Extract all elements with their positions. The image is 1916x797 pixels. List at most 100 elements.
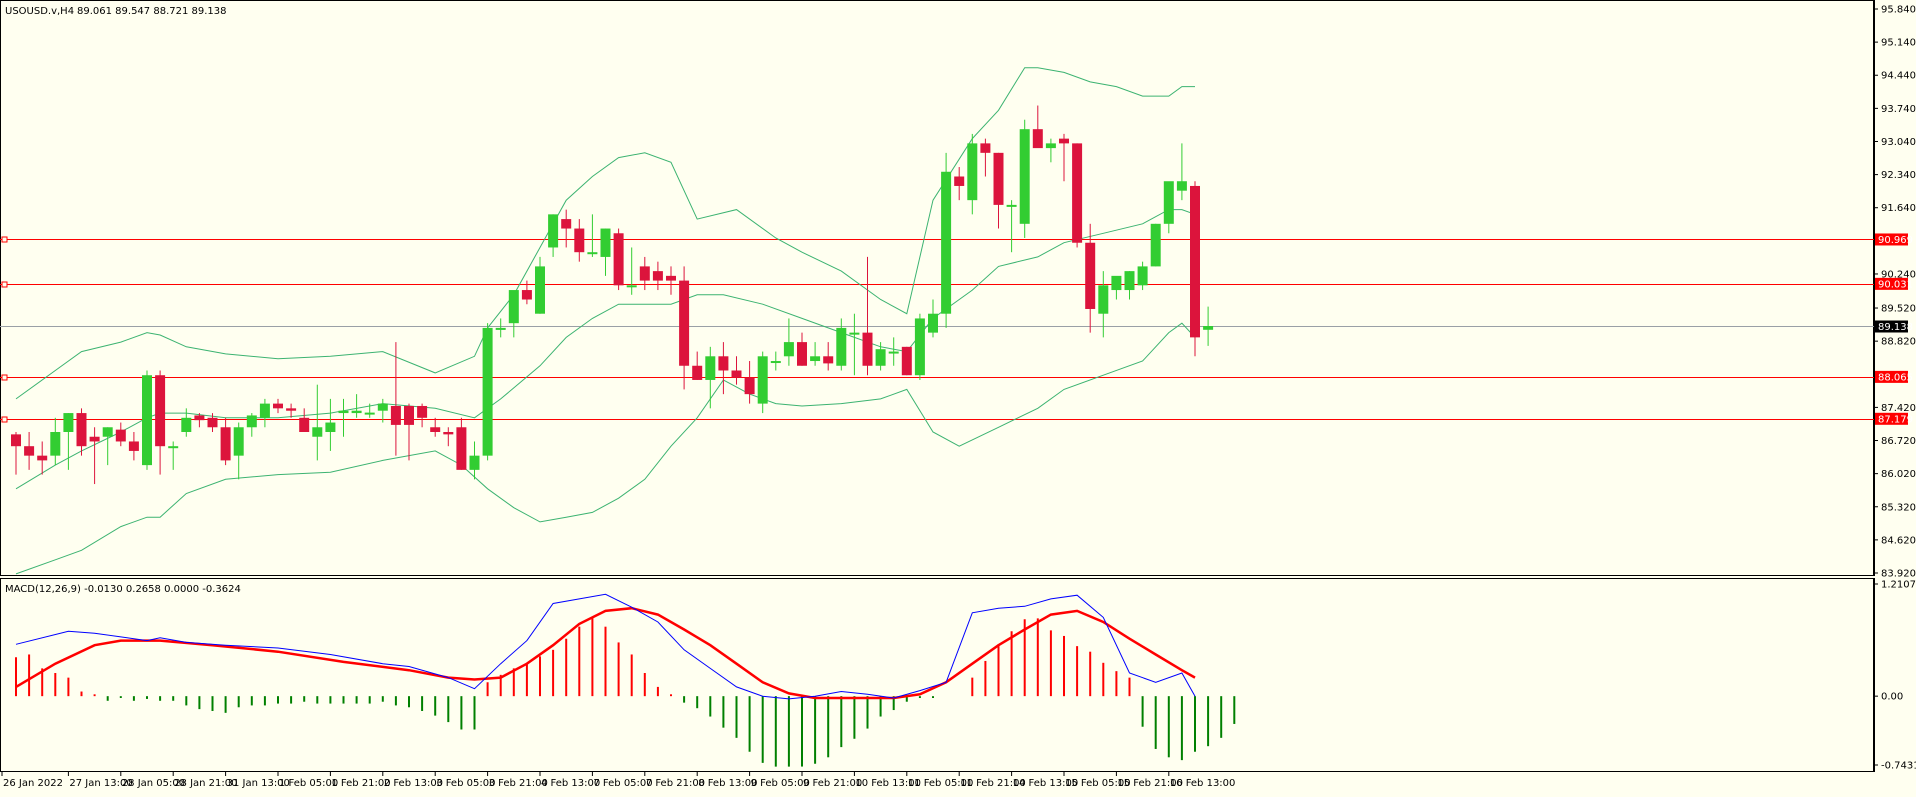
- current-price-tag: [1875, 320, 1908, 333]
- candle-body: [836, 327, 847, 366]
- candle: [600, 228, 611, 276]
- candle: [404, 403, 414, 461]
- candle: [259, 398, 270, 428]
- candle: [495, 318, 506, 338]
- candle: [273, 398, 283, 414]
- candle: [351, 394, 362, 418]
- time-axis-label: 11 Feb 05:00: [908, 778, 974, 789]
- candle-body: [928, 313, 938, 333]
- candle: [299, 408, 310, 432]
- candle-body: [89, 436, 100, 442]
- candle-body: [325, 422, 336, 432]
- candle-body: [574, 228, 585, 253]
- time-axis-label: 7 Feb 21:00: [646, 778, 705, 789]
- candle: [1019, 119, 1030, 239]
- macd-panel-frame: [0, 578, 1874, 772]
- candle: [810, 342, 821, 366]
- candle: [194, 413, 205, 428]
- level-handle: [1, 281, 8, 288]
- time-axis-label: 7 Feb 05:00: [593, 778, 652, 789]
- macd-panel[interactable]: [15, 593, 1236, 767]
- candle: [941, 152, 952, 328]
- candle-body: [220, 427, 231, 461]
- candle: [823, 342, 834, 371]
- candle: [233, 422, 244, 480]
- candle-body: [417, 405, 428, 418]
- price-axis-label: 87.420: [1881, 403, 1916, 414]
- candle: [50, 417, 61, 466]
- time-axis-label: 15 Feb 05:00: [1065, 778, 1131, 789]
- price-axis-label: 93.040: [1881, 137, 1916, 148]
- candle-body: [50, 432, 61, 456]
- candle: [181, 408, 192, 437]
- candle: [613, 228, 624, 291]
- candle: [901, 346, 912, 376]
- time-axis-label: 1 Feb 05:00: [279, 778, 338, 789]
- candle: [63, 413, 74, 470]
- candle-body: [639, 266, 650, 281]
- macd-axis-label: 1.2107: [1881, 580, 1916, 591]
- candle: [783, 318, 794, 366]
- candle: [587, 214, 598, 257]
- time-axis-label: 26 Jan 2022: [3, 778, 63, 789]
- current-price-tag-label: 89.138: [1878, 322, 1913, 333]
- candle: [377, 398, 388, 423]
- candle: [482, 323, 493, 461]
- candle-body: [1190, 185, 1200, 338]
- candle-body: [194, 415, 205, 421]
- candle: [128, 432, 139, 461]
- candle-body: [259, 403, 270, 418]
- candle-body: [666, 275, 676, 281]
- candle-body: [1203, 326, 1214, 330]
- candle-body: [312, 427, 323, 437]
- price-axis-label: 92.340: [1881, 170, 1916, 181]
- price-axis-label: 94.440: [1881, 71, 1916, 82]
- price-panel[interactable]: [0, 67, 1874, 575]
- candle-body: [941, 171, 952, 314]
- candle-body: [1072, 143, 1083, 243]
- candle-body: [561, 219, 572, 229]
- candle-body: [233, 427, 244, 456]
- candle-body: [11, 434, 21, 447]
- candle: [508, 290, 519, 338]
- candle-body: [1150, 223, 1161, 267]
- candle-body: [1019, 129, 1030, 224]
- time-axis-label: 31 Jan 13:00: [227, 778, 290, 789]
- candle-body: [862, 332, 873, 366]
- candle: [718, 342, 729, 395]
- candle-body: [24, 446, 35, 456]
- candle: [849, 313, 860, 376]
- price-axis-label: 93.740: [1881, 104, 1916, 115]
- candle-body: [731, 370, 742, 378]
- time-axis-label: 8 Feb 13:00: [698, 778, 757, 789]
- candle: [207, 413, 218, 432]
- time-axis-label: 2 Feb 13:00: [384, 778, 443, 789]
- candle-body: [875, 349, 886, 366]
- candle: [757, 351, 768, 414]
- price-header-values: 89.061 89.547 88.721 89.138: [77, 6, 227, 17]
- candle-body: [377, 403, 388, 411]
- candle-body: [168, 446, 179, 449]
- candle-body: [901, 346, 912, 376]
- candle: [770, 351, 781, 371]
- candle-body: [207, 417, 218, 428]
- candle-body: [744, 377, 755, 395]
- time-axis-label: 9 Feb 05:00: [751, 778, 810, 789]
- level-tag: [1875, 412, 1908, 425]
- candle: [1124, 271, 1135, 300]
- candle: [521, 280, 532, 305]
- candle-body: [1176, 181, 1187, 191]
- candle: [639, 256, 650, 291]
- candle-body: [718, 356, 729, 371]
- candle: [456, 417, 467, 470]
- candle: [1098, 271, 1109, 338]
- candle: [89, 427, 100, 485]
- candle-body: [102, 427, 113, 437]
- candle-body: [1124, 271, 1135, 291]
- candle: [24, 432, 35, 470]
- level-tag: [1875, 277, 1908, 290]
- price-axis-label: 86.720: [1881, 436, 1916, 447]
- candle-body: [626, 285, 637, 288]
